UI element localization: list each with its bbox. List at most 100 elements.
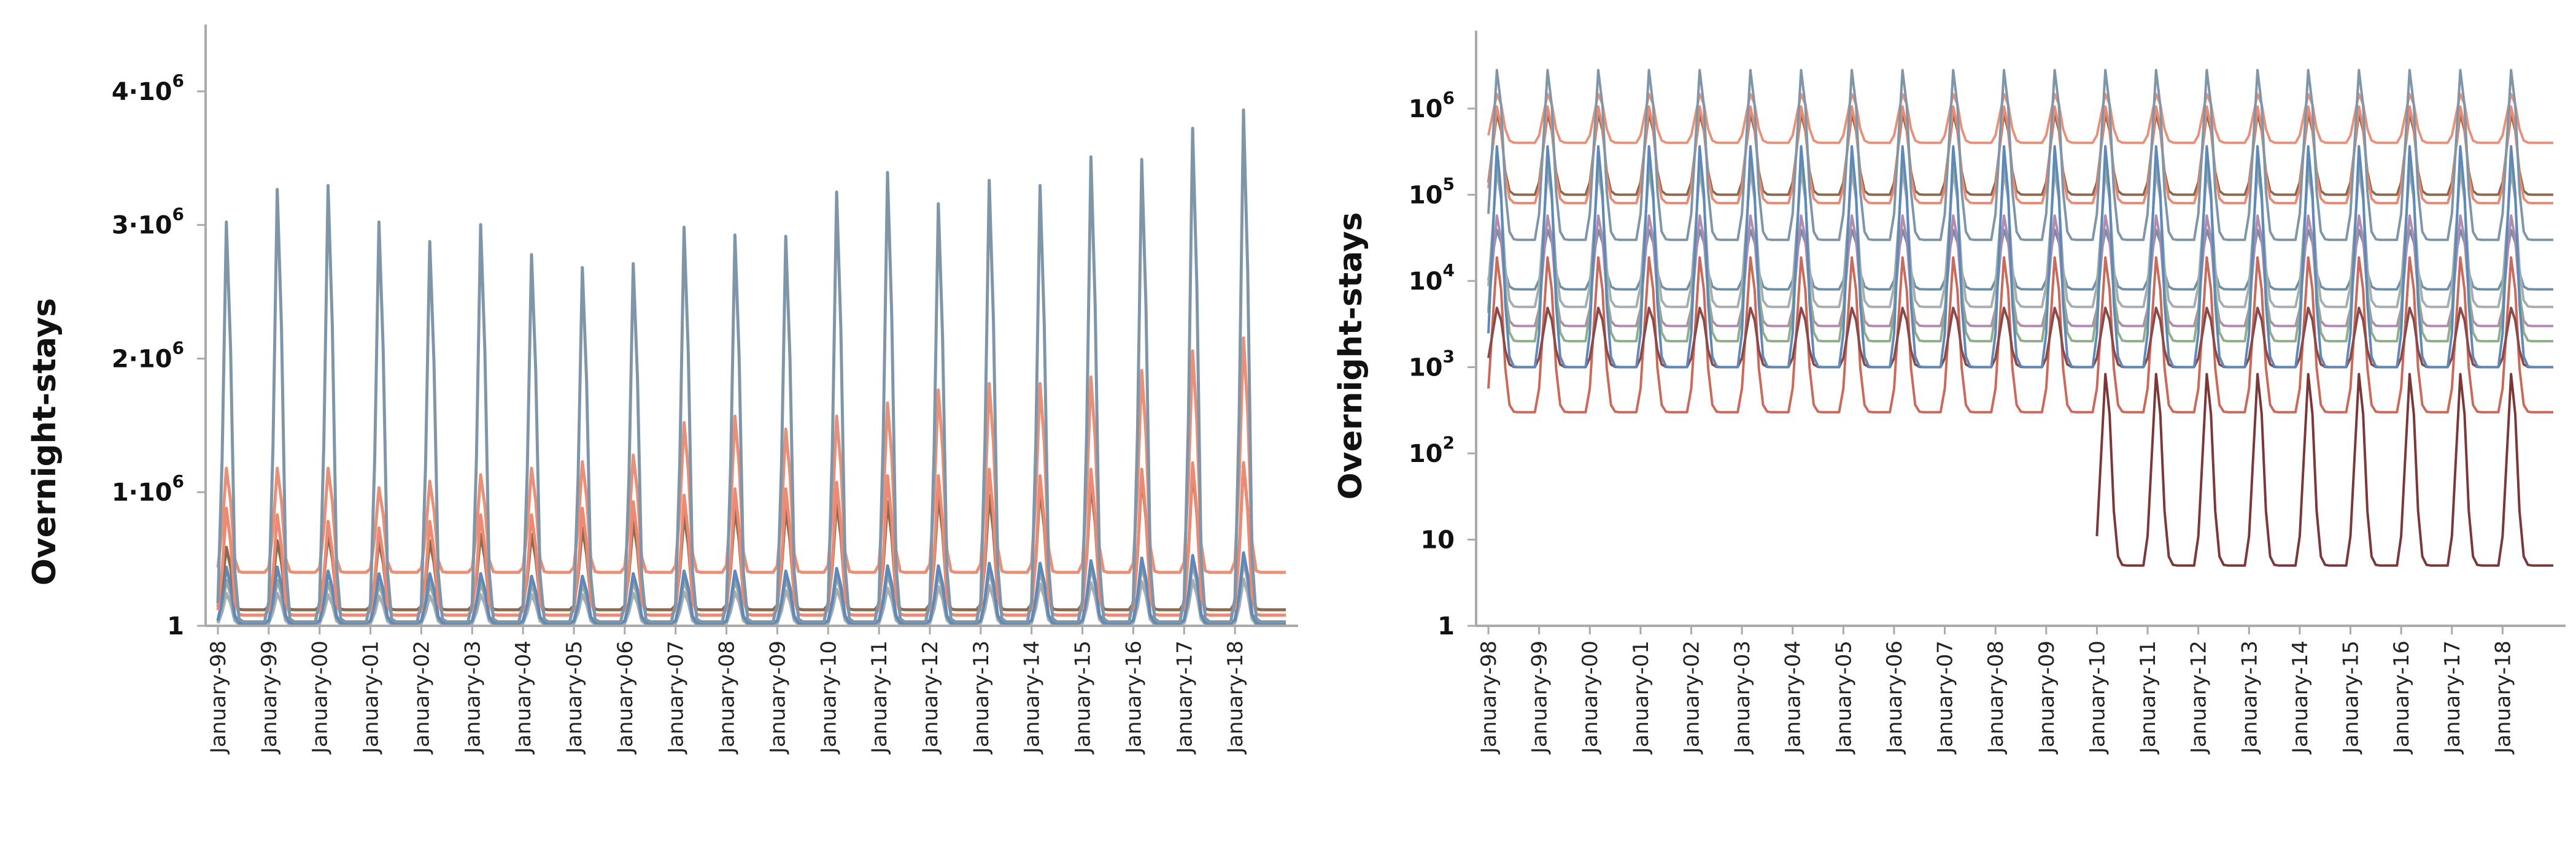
left-x-tick-label: January-11 <box>867 641 892 755</box>
left-y-tick-label: 4·106 <box>112 71 184 106</box>
left-series-lines <box>216 108 1286 626</box>
right-x-tick-label: January-06 <box>1882 641 1907 755</box>
right-series-line <box>2095 372 2553 567</box>
left-x-tick-label: January-06 <box>613 641 638 755</box>
right-x-tick-label: January-08 <box>1984 641 2008 755</box>
right-y-tick-label: 106 <box>1409 88 1455 123</box>
right-x-tick-label: January-04 <box>1781 641 1806 755</box>
tick-exponent: 6 <box>172 204 184 225</box>
tick-base: 1 <box>1437 612 1455 641</box>
left-x-tick-label: January-17 <box>1172 641 1197 755</box>
right-series-line <box>1487 256 2553 414</box>
right-series-line <box>1487 214 2553 328</box>
right-x-tick-label: January-10 <box>2085 641 2110 755</box>
tick-exponent: 5 <box>1443 174 1455 194</box>
left-x-tick-label: January-02 <box>409 641 434 755</box>
tick-base: 3·10 <box>112 212 172 240</box>
right-x-tick-label: January-11 <box>2136 641 2160 755</box>
right-x-tick-label: January-07 <box>1933 641 1958 755</box>
right-x-tick-label: January-13 <box>2237 641 2262 755</box>
right-series-line <box>1487 112 2553 196</box>
tick-exponent: 2 <box>1443 433 1455 453</box>
left-x-tick-label: January-10 <box>816 641 841 755</box>
left-series-line <box>216 461 1286 617</box>
right-x-tick-label: January-15 <box>2339 641 2364 755</box>
right-x-tick-label: January-99 <box>1528 641 1552 755</box>
tick-base: 10 <box>1409 353 1443 382</box>
tick-base: 4·10 <box>112 78 172 106</box>
tick-base: 10 <box>1409 440 1443 468</box>
right-y-axis-title: Overnight-stays <box>1332 212 1369 500</box>
right-series-line <box>1487 169 2553 309</box>
left-x-tick-label: January-07 <box>664 641 689 755</box>
right-y-tick-label: 104 <box>1409 260 1455 296</box>
tick-base: 10 <box>1409 181 1443 209</box>
left-x-tick-label: January-03 <box>460 641 485 755</box>
right-x-tick-label: January-18 <box>2491 641 2515 755</box>
left-y-axis-title: Overnight-stays <box>26 298 63 586</box>
left-x-tick-label: January-16 <box>1121 641 1146 755</box>
tick-exponent: 6 <box>172 471 184 491</box>
right-x-tick-label: January-00 <box>1578 641 1603 755</box>
right-y-tick-label: 102 <box>1409 433 1455 468</box>
right-series-line <box>1487 93 2553 144</box>
tick-base: 1·10 <box>112 479 172 507</box>
left-x-tick-label: January-98 <box>206 641 231 755</box>
right-series-line <box>1487 105 2553 204</box>
right-x-tick-label: January-03 <box>1730 641 1755 755</box>
right-x-tick-label: January-16 <box>2389 641 2414 755</box>
left-x-tick-label: January-15 <box>1071 641 1096 755</box>
tick-exponent: 6 <box>172 337 184 358</box>
tick-base: 2·10 <box>112 345 172 373</box>
tick-base: 10 <box>1409 268 1443 296</box>
tick-exponent: 6 <box>172 71 184 91</box>
left-x-tick-label: January-99 <box>257 641 282 755</box>
left-y-tick-label: 1·106 <box>112 471 184 507</box>
tick-base: 10 <box>1420 526 1455 554</box>
left-x-tick-label: January-09 <box>765 641 790 755</box>
right-x-tick-label: January-05 <box>1831 641 1856 755</box>
left-series-line <box>216 336 1286 574</box>
tick-exponent: 6 <box>1443 88 1455 108</box>
right-x-tick-label: January-98 <box>1477 641 1501 755</box>
left-x-tick-label: January-04 <box>511 641 536 755</box>
left-x-tick-label: January-18 <box>1223 641 1248 755</box>
right-x-tick-labels: January-98 January-99 January-00 January-01… <box>1477 626 2515 755</box>
tick-base: 10 <box>1409 95 1443 123</box>
left-x-tick-label: January-05 <box>562 641 587 755</box>
right-x-tick-label: January-14 <box>2288 641 2313 755</box>
left-series-line <box>216 108 1286 623</box>
left-y-tick-label: 3·106 <box>112 204 184 240</box>
right-y-tick-label: 1 <box>1437 612 1455 641</box>
right-y-tick-label: 103 <box>1409 346 1455 382</box>
tick-base: 1 <box>167 612 184 641</box>
left-x-tick-labels: January-98 January-99 January-00 January-01… <box>206 626 1248 755</box>
right-y-tick-label: 105 <box>1409 174 1455 209</box>
right-series-line <box>1487 145 2553 369</box>
right-series-lines <box>1487 69 2553 567</box>
left-x-tick-label: January-13 <box>969 641 994 755</box>
right-series-line <box>1487 69 2553 241</box>
left-x-tick-label: January-00 <box>308 641 333 755</box>
tick-exponent: 3 <box>1443 346 1455 366</box>
right-x-tick-label: January-09 <box>2035 641 2059 755</box>
right-series-line <box>1487 306 2553 369</box>
right-series-line <box>1487 228 2553 291</box>
right-y-tick-label: 10 <box>1420 526 1455 554</box>
right-x-tick-label: January-02 <box>1679 641 1704 755</box>
tick-exponent: 4 <box>1443 260 1455 280</box>
left-x-tick-label: January-08 <box>715 641 740 755</box>
right-x-tick-label: January-17 <box>2440 641 2465 755</box>
right-x-tick-label: January-12 <box>2187 641 2211 755</box>
right-series-line <box>1487 155 2553 343</box>
left-x-tick-label: January-14 <box>1020 641 1045 755</box>
left-y-tick-label: 1 <box>167 612 184 641</box>
left-x-tick-label: January-12 <box>918 641 943 755</box>
left-x-tick-label: January-01 <box>359 641 384 755</box>
left-y-tick-label: 2·106 <box>112 337 184 373</box>
